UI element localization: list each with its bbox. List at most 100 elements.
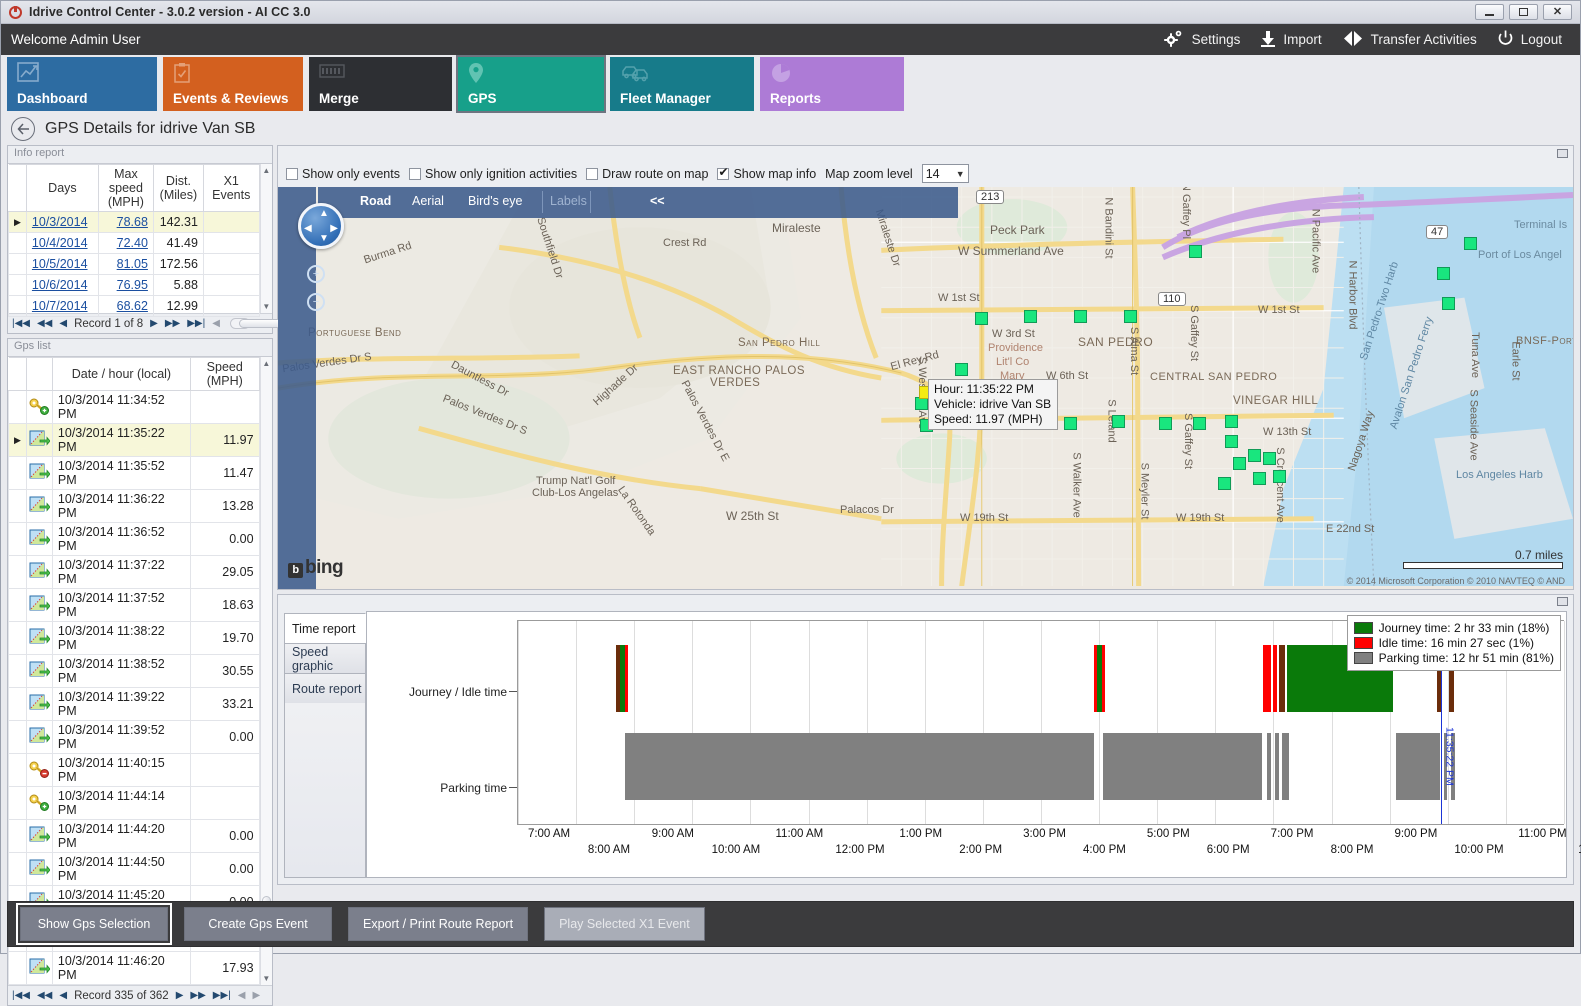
map-canvas[interactable]: Miraleste Crest Rd Burma Rd Southfield D… (278, 187, 1573, 589)
nav-last[interactable]: ▶▶| (187, 318, 206, 329)
table-row[interactable]: 10/3/2014 11:36:52 PM 0.00 (8, 522, 260, 556)
table-row[interactable]: 10/3/2014 11:46:20 PM 17.93 (8, 951, 260, 985)
map-marker[interactable] (1464, 237, 1478, 250)
scroll-up-arrow[interactable]: ▲ (262, 166, 271, 175)
hscroll-right[interactable]: ▶ (252, 990, 261, 1001)
map-collapse-button[interactable]: << (650, 194, 665, 208)
map-marker[interactable] (1111, 415, 1125, 428)
map-marker[interactable] (974, 312, 988, 325)
map-marker[interactable] (1253, 472, 1267, 485)
maximize-button[interactable] (1509, 4, 1538, 20)
info-report-hscrollbar[interactable] (229, 318, 287, 329)
map-marker[interactable] (1064, 417, 1078, 430)
cell-day[interactable]: 10/7/2014 (25, 295, 99, 317)
table-row[interactable]: 10/3/2014 11:44:14 PM (8, 786, 260, 820)
map-mode-labels[interactable]: Labels (550, 194, 587, 208)
map-marker[interactable] (954, 363, 968, 376)
cell-max-speed[interactable]: 68.62 (97, 295, 154, 317)
table-row[interactable]: 10/3/2014 11:40:15 PM (8, 753, 260, 787)
cell-max-speed[interactable]: 72.40 (97, 232, 154, 254)
map-mode-birds-eye[interactable]: Bird's eye (468, 194, 523, 208)
nav-prev-page[interactable]: ◀◀ (36, 990, 53, 1001)
table-row[interactable]: ▶ 10/3/2014 11:35:22 PM 11.97 (8, 423, 260, 457)
map-marker[interactable] (1225, 415, 1239, 428)
gps-list-vscrollbar[interactable]: ▲ ▼ (259, 357, 272, 985)
scroll-down-arrow[interactable]: ▼ (262, 302, 271, 311)
nav-tile-events-reviews[interactable]: Events & Reviews (163, 57, 303, 111)
map-marker[interactable] (1248, 449, 1262, 462)
hscroll-left[interactable]: ◀ (212, 318, 220, 329)
nav-next-page[interactable]: ▶▶ (190, 990, 206, 1001)
create-gps-event-button[interactable]: Create Gps Event (184, 907, 332, 941)
table-row[interactable]: 10/4/2014 72.40 41.49 (8, 232, 260, 254)
table-row[interactable]: 10/3/2014 11:39:52 PM 0.00 (8, 720, 260, 754)
cell-max-speed[interactable]: 78.68 (97, 211, 154, 233)
scroll-up-arrow[interactable]: ▲ (262, 359, 271, 368)
report-restore-icon[interactable] (1557, 597, 1568, 606)
show-only-events-checkbox[interactable]: Show only events (286, 167, 400, 181)
map-marker[interactable] (1158, 417, 1172, 430)
settings-button[interactable]: Settings (1163, 29, 1240, 50)
tab-time-report[interactable]: Time report (284, 613, 366, 644)
map-marker[interactable] (1225, 435, 1239, 448)
logout-button[interactable]: Logout (1497, 30, 1562, 50)
map-marker[interactable] (1193, 417, 1207, 430)
map-marker[interactable] (1218, 477, 1232, 490)
map-marker[interactable] (1123, 310, 1137, 323)
show-map-info-checkbox[interactable]: Show map info (717, 165, 816, 181)
table-row[interactable]: 10/7/2014 68.62 12.99 (8, 295, 260, 317)
nav-tile-merge[interactable]: Merge (309, 57, 452, 111)
map-zoom-select[interactable]: 14 ▼ (921, 164, 969, 183)
map-mode-road[interactable]: Road (360, 194, 392, 208)
map-mode-aerial[interactable]: Aerial (412, 194, 444, 208)
table-row[interactable]: 10/3/2014 11:37:22 PM 29.05 (8, 555, 260, 589)
map-marker[interactable] (1233, 457, 1247, 470)
table-row[interactable]: ▶ 10/3/2014 78.68 142.31 (8, 211, 260, 233)
import-button[interactable]: Import (1260, 30, 1322, 50)
scroll-down-arrow[interactable]: ▼ (262, 974, 271, 983)
nav-prev[interactable]: ◀ (59, 990, 68, 1001)
map-marker[interactable] (1189, 245, 1203, 258)
table-row[interactable]: 10/3/2014 11:44:20 PM 0.00 (8, 819, 260, 853)
table-row[interactable]: 10/6/2014 76.95 5.88 (8, 274, 260, 296)
back-button[interactable] (11, 117, 35, 141)
time-report-chart[interactable]: Journey / Idle time Parking time 11:35:2… (366, 611, 1581, 878)
table-row[interactable]: 10/3/2014 11:39:22 PM 33.21 (8, 687, 260, 721)
close-button[interactable]: ✕ (1543, 4, 1572, 20)
nav-next-page[interactable]: ▶▶ (164, 318, 181, 329)
map-marker[interactable] (1024, 310, 1038, 323)
nav-tile-reports[interactable]: Reports (760, 57, 904, 111)
map-zoom-out-button[interactable]: − (307, 293, 325, 311)
nav-first[interactable]: |◀◀ (12, 990, 30, 1001)
nav-tile-dashboard[interactable]: Dashboard (7, 57, 157, 111)
show-only-ignition-checkbox[interactable]: Show only ignition activities (408, 167, 577, 181)
table-row[interactable]: 10/3/2014 11:38:52 PM 30.55 (8, 654, 260, 688)
info-report-table[interactable]: Days Max speed (MPH) Dist. (Miles) X1 Event… (8, 164, 260, 317)
export-print-route-report-button[interactable]: Export / Print Route Report (348, 907, 529, 941)
draw-route-checkbox[interactable]: Draw route on map (586, 167, 708, 181)
show-gps-selection-button[interactable]: Show Gps Selection (16, 903, 172, 945)
gps-list-table[interactable]: Date / hour (local) Speed (MPH) 10/3/2014… (8, 357, 260, 985)
tab-route-report[interactable]: Route report (284, 673, 366, 704)
table-row[interactable]: 10/5/2014 81.05 172.56 (8, 253, 260, 275)
cell-day[interactable]: 10/6/2014 (25, 274, 99, 296)
map-zoom-in-button[interactable]: + (307, 265, 325, 283)
map-marker[interactable] (1437, 267, 1451, 280)
map-marker[interactable] (1074, 310, 1087, 323)
cell-max-speed[interactable]: 81.05 (97, 253, 154, 275)
tab-speed-graphic[interactable]: Speed graphic (284, 643, 366, 674)
minimize-button[interactable] (1475, 4, 1504, 20)
nav-prev[interactable]: ◀ (59, 318, 68, 329)
map-marker[interactable] (1442, 297, 1456, 310)
nav-next[interactable]: ▶ (150, 318, 158, 329)
table-row[interactable]: 10/3/2014 11:44:50 PM 0.00 (8, 852, 260, 886)
map-restore-icon[interactable] (1557, 149, 1568, 158)
map-marker[interactable] (1273, 470, 1286, 483)
table-row[interactable]: 10/3/2014 11:36:22 PM 13.28 (8, 489, 260, 523)
nav-last[interactable]: ▶▶| (212, 990, 231, 1001)
nav-tile-gps[interactable]: GPS (456, 55, 606, 113)
map-marker[interactable] (1263, 452, 1277, 465)
hscroll-left[interactable]: ◀ (237, 990, 246, 1001)
map-pan-control[interactable]: ▲ ▼ ◀ ▶ (298, 203, 344, 249)
table-row[interactable]: 10/3/2014 11:37:52 PM 18.63 (8, 588, 260, 622)
